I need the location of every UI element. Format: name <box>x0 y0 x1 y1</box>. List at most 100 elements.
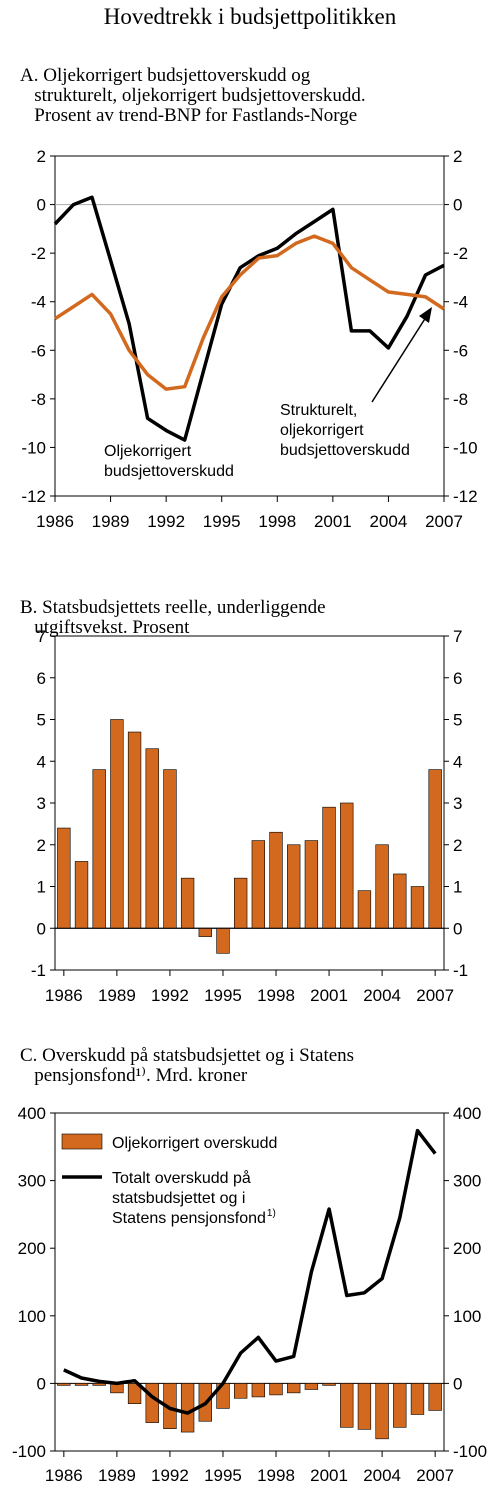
panel-c-ytick-label-left: 300 <box>18 1172 46 1191</box>
panel-c-xtick-label: 1992 <box>151 1466 189 1485</box>
panel-a-ytick-label-left: 0 <box>37 196 46 215</box>
panel-a-title: A. Oljekorrigert budsjettoverskudd og st… <box>20 66 366 126</box>
panel-b-xtick-label: 2001 <box>310 986 348 1005</box>
panel-c-bar <box>304 1383 319 1390</box>
panel-c-ytick-label-right: 0 <box>453 1374 462 1393</box>
panel-c-legend-line-label-1: Totalt overskudd på <box>112 1169 251 1187</box>
panel-c-ytick-label-right: 200 <box>453 1239 481 1258</box>
panel-a-ytick-label-right: -4 <box>453 293 468 312</box>
panel-a-xtick-label: 1986 <box>36 512 74 531</box>
panel-c-ytick-label-left: -100 <box>12 1442 46 1461</box>
panel-b-ytick-label-right: -1 <box>453 961 468 980</box>
panel-b-ytick-label-left: 5 <box>37 711 46 730</box>
panel-c-xtick-label: 2001 <box>310 1466 348 1485</box>
panel-c-series-line <box>63 1128 437 1415</box>
panel-b-ytick-label-right: 3 <box>453 794 462 813</box>
panel-b-ytick-label-right: 7 <box>453 627 462 646</box>
panel-a-title-line3: Prosent av trend-BNP for Fastlands-Norge <box>34 105 358 126</box>
panel-a-ytick-label-left: 2 <box>37 147 46 166</box>
panel-c-bar <box>322 1383 336 1386</box>
panel-b-title: B. Statsbudsjettets reelle, underliggend… <box>20 598 326 638</box>
panel-b-bar <box>163 769 177 929</box>
panel-b-ytick-label-left: 7 <box>37 627 46 646</box>
panel-a-xtick-label: 1998 <box>258 512 296 531</box>
panel-c-xtick-label: 2007 <box>416 1466 454 1485</box>
panel-c-xtick-label: 1989 <box>98 1466 136 1485</box>
panel-a-ytick-label-right: -12 <box>453 487 478 506</box>
panel-b-bar <box>127 731 142 929</box>
panel-a-xtick-label: 2007 <box>425 512 463 531</box>
panel-b-bar <box>110 719 124 929</box>
panel-b-ytick-label-left: 3 <box>37 794 46 813</box>
panel-a-ytick-label-right: -8 <box>453 390 468 409</box>
panel-c-bar <box>251 1383 266 1398</box>
panel-c-legend-bar-label: Oljekorrigert overskudd <box>112 1135 277 1152</box>
panel-b-ytick-label-right: 1 <box>453 878 462 897</box>
panel-c-legend-bar-swatch <box>61 1133 103 1150</box>
panel-c-bar <box>57 1383 71 1386</box>
panel-a-arrow-head <box>419 307 432 323</box>
panel-b-bar <box>393 873 407 929</box>
panel-a-annotation-orange-3: budsjettoverskudd <box>280 442 410 459</box>
panel-b-xtick-label: 2007 <box>416 986 454 1005</box>
panel-c-ytick-label-right: -100 <box>453 1442 487 1461</box>
panel-c-ytick-label-left: 400 <box>18 1104 46 1123</box>
panel-a-annotation-black-2: budsjettoverskudd <box>104 463 234 480</box>
panel-c-legend-footnote: 1) <box>267 1208 276 1219</box>
panel-b-title-line2: utgiftsvekst. Prosent <box>34 617 190 638</box>
panel-c-ytick-label-right: 400 <box>453 1104 481 1123</box>
panel-b-bar <box>251 840 266 929</box>
panel-b-bar <box>92 769 106 929</box>
panel-b-bar <box>233 877 248 929</box>
panel-b-bar <box>322 806 336 929</box>
panel-a-annotation-orange-2: oljekorrigert <box>280 422 364 439</box>
panel-a-xtick-label: 1992 <box>147 512 185 531</box>
panel-b-bar <box>216 927 230 954</box>
panel-b-bar <box>357 890 372 929</box>
panel-a-ytick-label-right: -2 <box>453 244 468 263</box>
panel-b-xtick-label: 2004 <box>363 986 401 1005</box>
panel-c-bar <box>92 1383 106 1386</box>
panel-b-xtick-label: 1989 <box>98 986 136 1005</box>
panel-c-ytick-label-right: 300 <box>453 1172 481 1191</box>
panel-c-plot-frame <box>54 1112 445 1452</box>
panel-b-bar <box>57 827 71 929</box>
panel-c-bar <box>357 1383 372 1430</box>
panel-a-arrow-shaft <box>371 313 429 403</box>
panel-c-xtick-label: 1986 <box>45 1466 83 1485</box>
panel-c-xtick-label: 1995 <box>204 1466 242 1485</box>
panel-b-ytick-label-right: 4 <box>453 752 462 771</box>
panel-b-xtick-label: 1995 <box>204 986 242 1005</box>
panel-b-ytick-label-left: 0 <box>37 919 46 938</box>
panel-a-ytick-label-left: -4 <box>31 293 46 312</box>
panel-a-xtick-label: 2004 <box>370 512 408 531</box>
panel-c-ytick-label-left: 100 <box>18 1307 46 1326</box>
panel-c-title-line2: pensjonsfond¹⁾. Mrd. kroner <box>34 1065 248 1086</box>
panel-b-ytick-label-right: 6 <box>453 669 462 688</box>
panel-b-bar <box>287 844 301 929</box>
panel-b-bar <box>375 844 389 929</box>
panel-c-xtick-label: 2004 <box>363 1466 401 1485</box>
panel-a-title-line1: A. Oljekorrigert budsjettoverskudd og <box>20 65 311 86</box>
panel-b-ytick-label-left: -1 <box>31 961 46 980</box>
panel-c-bar <box>180 1383 195 1433</box>
panel-c-ytick-label-right: 100 <box>453 1307 481 1326</box>
panel-a-ytick-label-left: -8 <box>31 390 46 409</box>
panel-a-series-black-line <box>53 195 445 442</box>
panel-b-bar <box>198 927 212 937</box>
panel-b-bar <box>428 769 442 929</box>
panel-b-ytick-label-left: 6 <box>37 669 46 688</box>
page-title: Hovedtrekk i budsjettpolitikken <box>103 4 397 29</box>
panel-b-ytick-label-right: 0 <box>453 919 462 938</box>
panel-c-bar <box>74 1383 89 1386</box>
panel-a-annotation-orange-1: Strukturelt, <box>280 402 357 419</box>
panel-a-title-line2: strukturelt, oljekorrigert budsjettovers… <box>34 85 366 106</box>
panel-b-bar <box>410 886 425 929</box>
panel-b-ytick-label-left: 4 <box>37 752 46 771</box>
panel-a-ytick-label-left: -12 <box>21 487 46 506</box>
panel-b-bar <box>180 877 195 929</box>
panel-b-bar <box>340 802 354 929</box>
panel-c-legend-line-label-3: Statens pensjonsfond <box>112 1210 266 1227</box>
panel-b-bar <box>304 840 319 929</box>
